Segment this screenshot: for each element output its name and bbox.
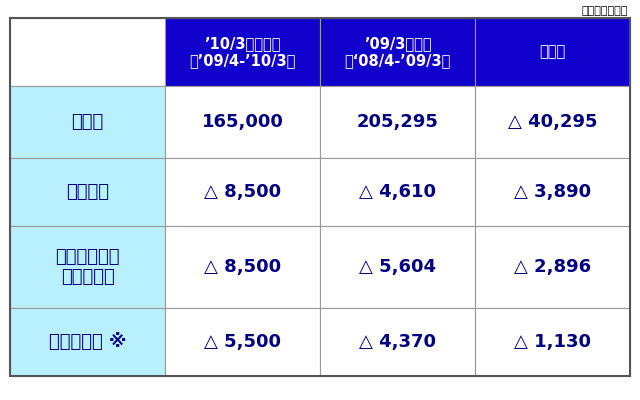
Bar	[165, 86, 320, 158]
Bar	[10, 18, 630, 376]
Text: △ 4,610: △ 4,610	[359, 183, 436, 201]
Text: △ 2,896: △ 2,896	[514, 258, 591, 276]
Text: △ 8,500: △ 8,500	[204, 258, 281, 276]
Text: △ 40,295: △ 40,295	[508, 113, 597, 131]
Bar	[10, 18, 165, 86]
Text: △ 5,604: △ 5,604	[359, 258, 436, 276]
Bar	[10, 308, 165, 376]
Text: △ 8,500: △ 8,500	[204, 183, 281, 201]
Bar	[165, 18, 320, 86]
Text: △ 4,370: △ 4,370	[359, 333, 436, 351]
Text: △ 1,130: △ 1,130	[514, 333, 591, 351]
Bar	[320, 86, 475, 158]
Bar	[10, 86, 165, 158]
Text: 205,295: 205,295	[356, 113, 438, 131]
Bar	[165, 308, 320, 376]
Text: ’09/3期実績
（‘08/4-’09/3）: ’09/3期実績 （‘08/4-’09/3）	[344, 36, 451, 68]
Bar	[165, 226, 320, 308]
Text: 増　減: 増 減	[540, 44, 566, 60]
Bar	[320, 158, 475, 226]
Text: 当期純利益 ※: 当期純利益 ※	[49, 333, 126, 351]
Bar	[475, 86, 630, 158]
Bar	[320, 18, 475, 86]
Text: △ 5,500: △ 5,500	[204, 333, 281, 351]
Bar	[10, 226, 165, 308]
Bar	[320, 226, 475, 308]
Text: ’10/3期見通し
（’09/4-’10/3）: ’10/3期見通し （’09/4-’10/3）	[189, 36, 296, 68]
Bar	[475, 308, 630, 376]
Bar	[475, 158, 630, 226]
Text: 165,000: 165,000	[202, 113, 284, 131]
Bar	[475, 226, 630, 308]
Bar	[10, 158, 165, 226]
Bar	[320, 308, 475, 376]
Text: （単位：億円）: （単位：億円）	[582, 6, 628, 16]
Bar	[475, 18, 630, 86]
Text: 営業利益: 営業利益	[66, 183, 109, 201]
Text: 税金等調整前
当期純利益: 税金等調整前 当期純利益	[55, 248, 120, 286]
Text: 売上高: 売上高	[72, 113, 104, 131]
Text: △ 3,890: △ 3,890	[514, 183, 591, 201]
Bar	[165, 158, 320, 226]
